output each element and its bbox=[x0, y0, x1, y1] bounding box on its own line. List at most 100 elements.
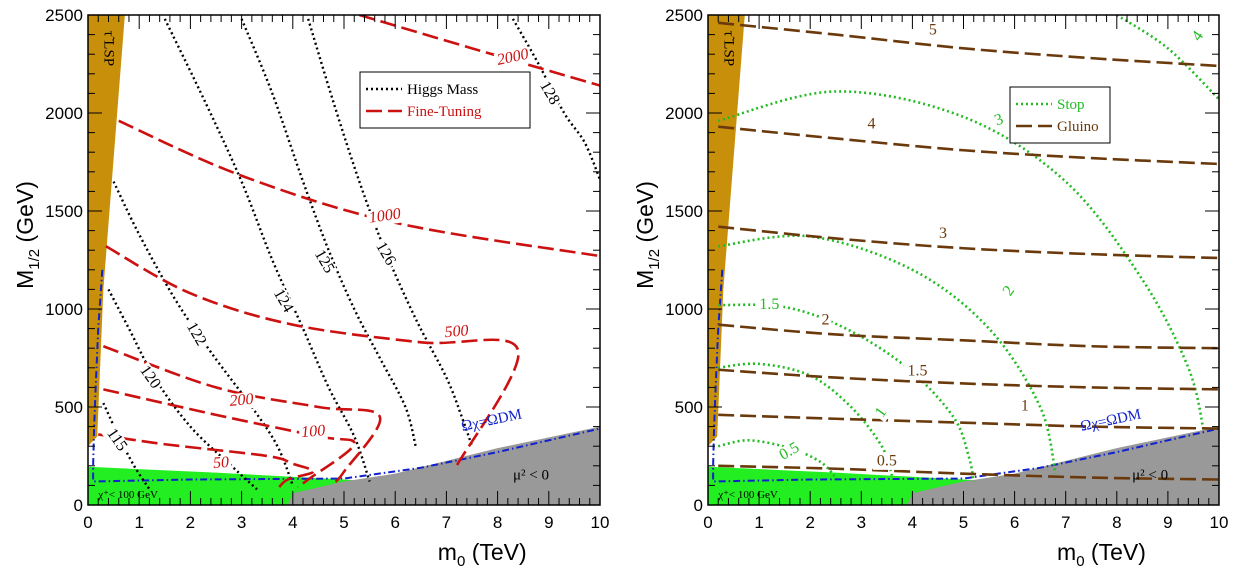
contour-label-bg bbox=[371, 237, 399, 271]
x-tick-label: 10 bbox=[591, 513, 610, 532]
x-tick-label: 4 bbox=[288, 513, 297, 532]
y-tick-label: 1000 bbox=[665, 300, 703, 319]
gluino-contour-1 bbox=[718, 413, 1219, 430]
contour-label-bg bbox=[181, 318, 210, 351]
y-tick-label: 1500 bbox=[45, 202, 83, 221]
contour-label-bg bbox=[926, 22, 939, 39]
contour-label-bg bbox=[937, 226, 950, 243]
finetuning-label-50: 50 bbox=[212, 454, 229, 472]
relic-density-line bbox=[712, 269, 1219, 483]
finetuning-label-1000: 1000 bbox=[368, 205, 402, 226]
x-tick-label: 5 bbox=[339, 513, 348, 532]
y-axis-label: M1/2 (GeV) bbox=[12, 181, 43, 289]
contour-label-bg bbox=[441, 323, 472, 342]
stop-contour-3 bbox=[717, 90, 1205, 431]
y-tick-label: 1500 bbox=[665, 202, 703, 221]
contour-label-bg bbox=[755, 297, 784, 314]
contour-label-bg bbox=[990, 111, 1008, 131]
x-tick-label: 4 bbox=[908, 513, 917, 532]
contour-label-bg bbox=[999, 281, 1020, 301]
contour-label-bg bbox=[226, 391, 257, 411]
contour-label-bg bbox=[134, 361, 165, 394]
contour-label-bg bbox=[903, 363, 932, 380]
stop-contour-0.5 bbox=[717, 439, 837, 479]
stop-contour-2 bbox=[718, 234, 1057, 474]
x-tick-label: 8 bbox=[1112, 513, 1121, 532]
y-tick-label: 0 bbox=[74, 496, 83, 515]
legend-box bbox=[359, 71, 531, 129]
higgs-contour-122 bbox=[112, 181, 294, 486]
gluino-label-0.5: 0.5 bbox=[877, 453, 897, 470]
x-tick-label: 9 bbox=[544, 513, 553, 532]
gluino-contour-3 bbox=[718, 225, 1219, 260]
finetuning-contour-200 bbox=[102, 345, 382, 485]
x-tick-label: 9 bbox=[1163, 513, 1172, 532]
contour-label-bg bbox=[1188, 27, 1209, 47]
contour-label-bg bbox=[865, 116, 878, 133]
mu-label: μ² < 0 bbox=[513, 468, 549, 484]
contour-label-bg bbox=[871, 403, 892, 423]
x-tick-label: 0 bbox=[703, 513, 712, 532]
x-axis-label: m0 (TeV) bbox=[1057, 539, 1146, 569]
stau-lsp-label: τ̃ LSP bbox=[720, 31, 736, 67]
gluino-contour-5 bbox=[718, 21, 1219, 68]
y-axis-label: M1/2 (GeV) bbox=[632, 181, 663, 289]
stop-contour-1.5 bbox=[718, 303, 975, 482]
legend-label-higgs: Higgs Mass bbox=[407, 82, 478, 98]
y-tick-label: 500 bbox=[675, 398, 703, 417]
y-tick-label: 500 bbox=[55, 398, 83, 417]
contour-label-bg bbox=[773, 438, 806, 467]
contour-label-bg bbox=[872, 453, 901, 470]
legend-label-finetuning: Fine-Tuning bbox=[407, 104, 482, 120]
stop-label-1.5: 1.5 bbox=[759, 296, 779, 313]
finetuning-contour-50 bbox=[98, 433, 315, 491]
x-tick-label: 0 bbox=[83, 513, 92, 532]
higgs-contour-128 bbox=[511, 18, 600, 181]
finetuning-contour-1000 bbox=[118, 119, 600, 258]
gluino-label-3: 3 bbox=[939, 225, 947, 242]
mu-label: μ² < 0 bbox=[1132, 468, 1168, 484]
x-tick-label: 1 bbox=[754, 513, 763, 532]
finetuning-label-2000: 2000 bbox=[495, 46, 530, 69]
x-tick-label: 6 bbox=[1010, 513, 1019, 532]
contour-label-bg bbox=[210, 454, 232, 473]
contour-label-bg bbox=[309, 245, 338, 279]
legend-label-gluino: Gluino bbox=[1057, 119, 1099, 135]
x-tick-label: 2 bbox=[805, 513, 814, 532]
contour-label-bg bbox=[268, 285, 297, 318]
contour-label-bg bbox=[1018, 399, 1031, 415]
x-tick-label: 8 bbox=[493, 513, 502, 532]
chargino-label: χ⁺< 100 GeV bbox=[717, 489, 778, 501]
x-tick-label: 7 bbox=[442, 513, 451, 532]
gluino-label-2: 2 bbox=[822, 311, 830, 328]
contour-label-bg bbox=[534, 77, 563, 110]
y-tick-label: 2500 bbox=[45, 6, 83, 25]
finetuning-label-100: 100 bbox=[301, 422, 326, 441]
x-tick-label: 5 bbox=[959, 513, 968, 532]
gluino-label-1.5: 1.5 bbox=[908, 362, 928, 379]
stau-lsp-label: τ̃ LSP bbox=[100, 31, 116, 67]
contour-label-bg bbox=[819, 312, 832, 329]
gluino-contour-1.5 bbox=[718, 368, 1219, 391]
x-tick-label: 7 bbox=[1061, 513, 1070, 532]
gluino-contour-4 bbox=[718, 125, 1219, 166]
contour-label-bg bbox=[298, 423, 328, 442]
y-tick-label: 2500 bbox=[665, 6, 703, 25]
finetuning-contour-2000 bbox=[358, 15, 600, 87]
x-tick-label: 6 bbox=[390, 513, 399, 532]
contour-label-bg bbox=[366, 206, 404, 228]
y-tick-label: 0 bbox=[694, 496, 703, 515]
legend-box bbox=[1009, 86, 1111, 144]
finetuning-contour-500 bbox=[105, 245, 520, 467]
higgs-contour-124 bbox=[163, 18, 371, 482]
y-tick-label: 2000 bbox=[665, 104, 703, 123]
higgs-contour-120 bbox=[107, 288, 258, 491]
x-axis-label: m0 (TeV) bbox=[438, 539, 527, 569]
gluino-label-5: 5 bbox=[929, 21, 937, 38]
relic-density-line bbox=[92, 269, 600, 483]
higgs-contour-115 bbox=[102, 402, 151, 490]
legend-label-stop: Stop bbox=[1057, 97, 1085, 113]
